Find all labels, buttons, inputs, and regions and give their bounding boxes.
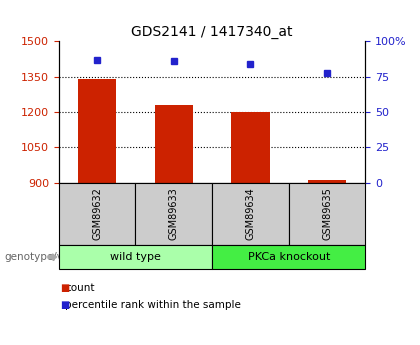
- Bar: [231, 112, 270, 183]
- Bar: [308, 180, 346, 183]
- Text: GSM89633: GSM89633: [169, 188, 179, 240]
- Text: wild type: wild type: [110, 252, 161, 262]
- Bar: [78, 79, 116, 183]
- Text: ■: ■: [60, 283, 69, 293]
- Text: percentile rank within the sample: percentile rank within the sample: [65, 300, 241, 309]
- Text: PKCa knockout: PKCa knockout: [247, 252, 330, 262]
- Text: genotype/variation: genotype/variation: [4, 252, 103, 262]
- Text: GSM89632: GSM89632: [92, 187, 102, 240]
- Title: GDS2141 / 1417340_at: GDS2141 / 1417340_at: [131, 25, 293, 39]
- Text: ■: ■: [60, 300, 69, 309]
- Text: GSM89634: GSM89634: [245, 188, 255, 240]
- Bar: [155, 105, 193, 183]
- Text: GSM89635: GSM89635: [322, 187, 332, 240]
- Text: count: count: [65, 283, 94, 293]
